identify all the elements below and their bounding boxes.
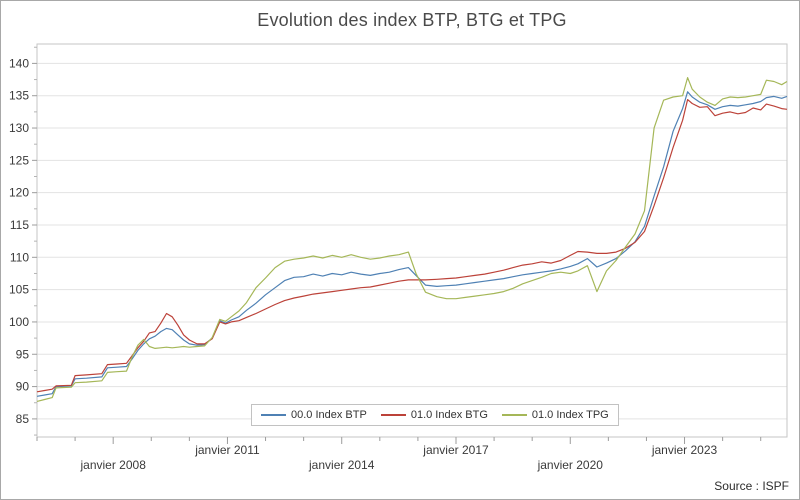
legend-label-tpg: 01.0 Index TPG — [531, 409, 609, 421]
y-tick-label: 135 — [9, 89, 29, 103]
x-tick-label: janvier 2017 — [422, 443, 489, 457]
x-tick-label: janvier 2011 — [194, 443, 260, 457]
source-label: Source : ISPF — [714, 479, 789, 493]
chart-title: Evolution des index BTP, BTG et TPG — [257, 10, 567, 30]
legend-line-sample-btp — [261, 414, 286, 416]
y-tick-label: 130 — [9, 121, 29, 135]
plot-border — [36, 43, 788, 438]
y-tick-label: 125 — [9, 153, 29, 167]
legend-line-sample-tpg — [501, 414, 527, 416]
x-tick-label: janvier 2020 — [537, 458, 604, 472]
legend-item-btg: 01.0 Index BTG — [380, 409, 488, 421]
x-axis: janvier 2008 janvier 2011 janvier 2014 janv… — [36, 437, 762, 472]
y-tick-label: 105 — [9, 283, 29, 297]
plot-border-rect — [36, 43, 788, 438]
y-tick-label: 90 — [16, 380, 30, 394]
legend-label-btg: 01.0 Index BTG — [410, 409, 488, 421]
x-tick-label: janvier 2023 — [651, 443, 718, 457]
y-tick-label: 115 — [10, 218, 29, 232]
legend-item-btp: 00.0 Index BTP — [261, 409, 367, 421]
legend-line-sample-btg — [380, 414, 406, 416]
legend-label-btp: 00.0 Index BTP — [291, 409, 367, 421]
x-tick-label: janvier 2008 — [79, 458, 146, 472]
y-tick-label: 110 — [10, 250, 29, 264]
y-tick-label: 100 — [9, 315, 29, 329]
series-line-btg — [36, 98, 788, 393]
y-axis: 85 90 95 100 105 110 115 120 125 130 135 140 — [9, 46, 37, 436]
y-tick-label: 95 — [16, 347, 30, 361]
series-lines — [36, 76, 788, 402]
series-line-btp — [36, 91, 788, 397]
y-gridlines — [37, 62, 787, 420]
y-tick-label: 120 — [9, 186, 29, 200]
legend-item-tpg: 01.0 Index TPG — [501, 409, 609, 421]
y-tick-label: 140 — [9, 56, 29, 70]
legend: 00.0 Index BTP 01.0 Index BTG 01.0 Index… — [251, 404, 619, 426]
y-tick-label: 85 — [16, 412, 30, 426]
x-tick-label: janvier 2014 — [308, 458, 375, 472]
series-line-tpg — [36, 76, 788, 402]
